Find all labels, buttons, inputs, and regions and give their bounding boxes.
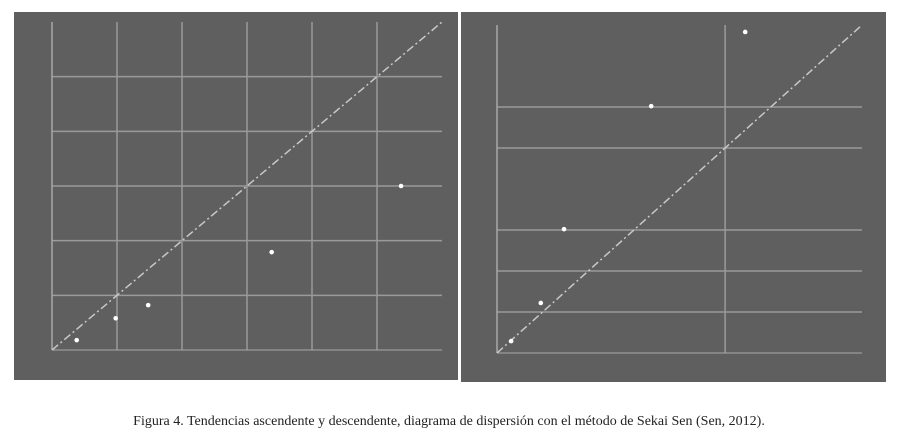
point bbox=[269, 249, 275, 255]
point bbox=[648, 103, 654, 109]
panel bbox=[14, 12, 458, 380]
point bbox=[561, 226, 567, 232]
point bbox=[113, 315, 118, 321]
reference-line bbox=[496, 24, 863, 354]
point bbox=[398, 183, 404, 189]
point bbox=[742, 29, 748, 35]
point bbox=[508, 338, 514, 344]
point bbox=[538, 300, 544, 306]
caption: Figura 4. Tendencias ascendente y descen… bbox=[133, 414, 765, 429]
point bbox=[74, 337, 79, 343]
panel bbox=[461, 12, 886, 382]
point bbox=[145, 302, 151, 308]
reference-line bbox=[51, 21, 443, 351]
